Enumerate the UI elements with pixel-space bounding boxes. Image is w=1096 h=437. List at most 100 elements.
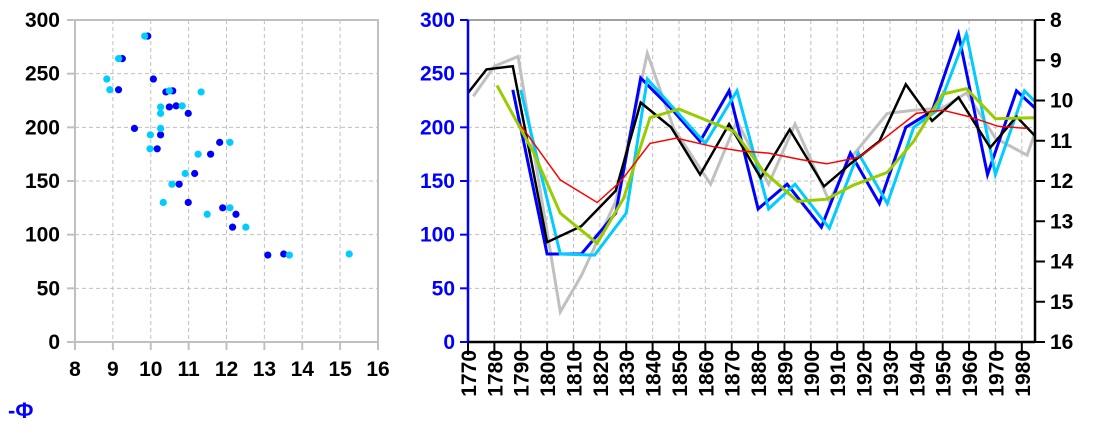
x-tick-label: 1920	[854, 350, 877, 397]
data-point	[106, 86, 114, 94]
y2-tick-label: 16	[1050, 331, 1073, 354]
x-tick-label: 1840	[643, 350, 666, 397]
y-tick-label: 250	[25, 63, 60, 86]
y2-tick-label: 9	[1050, 49, 1062, 72]
x-tick-label: 16	[366, 358, 389, 381]
y-tick-label: 50	[37, 277, 60, 300]
data-point	[206, 150, 215, 158]
data-point	[285, 251, 293, 259]
x-tick-label: 1850	[669, 350, 692, 397]
y2-tick-label: 8	[1050, 9, 1062, 32]
data-point	[103, 75, 111, 83]
x-tick-label: 9	[107, 358, 119, 381]
y2-tick-label: 15	[1050, 291, 1074, 314]
line-plot: 1770 1780 1790 1800 1810 1820 1830 1840 1850 1860…	[420, 9, 1074, 397]
x-tick-label: 10	[139, 358, 162, 381]
y-tick-label: 100	[420, 224, 455, 247]
x-tick-label: 8	[69, 358, 81, 381]
y-tick-label: 300	[420, 9, 455, 32]
data-point	[184, 109, 192, 117]
y-tick-label: 200	[25, 116, 60, 139]
series-line-green	[495, 84, 1036, 246]
y-tick-label: 300	[25, 9, 60, 32]
data-point	[165, 87, 173, 95]
data-point	[114, 86, 123, 94]
plot-frame	[74, 19, 379, 343]
data-point	[156, 124, 165, 133]
y-tick-label: 150	[25, 170, 60, 193]
data-point	[181, 169, 189, 178]
y2-tick-label: 14	[1050, 251, 1074, 274]
x-tick-label: 1890	[774, 350, 797, 397]
data-point	[165, 103, 173, 111]
x-tick-label: 11	[178, 358, 201, 381]
scatter-x-axis-label: -Φ	[8, 398, 33, 423]
data-point	[194, 150, 202, 158]
y-tick-label: 0	[48, 331, 60, 354]
data-point	[184, 198, 192, 207]
data-point	[197, 88, 205, 96]
data-point	[153, 145, 161, 153]
x-tick-label: 1820	[590, 350, 613, 397]
data-point	[159, 198, 167, 207]
data-point	[114, 55, 123, 63]
series-line-blue	[511, 28, 1037, 256]
x-tick-label: 15	[328, 358, 352, 381]
data-point	[219, 204, 227, 212]
x-tick-label: 1910	[827, 350, 850, 397]
data-point	[226, 138, 234, 146]
data-point	[156, 103, 165, 111]
x-tick-label: 1900	[801, 350, 824, 397]
x-tick-label: 1980	[1012, 350, 1035, 397]
data-point	[168, 180, 176, 188]
y-tick-label: 150	[420, 170, 455, 193]
data-point	[146, 131, 154, 139]
data-point	[216, 138, 224, 146]
y2-tick-label: 13	[1050, 210, 1073, 233]
data-point	[156, 131, 165, 139]
series-line-cyan	[519, 28, 1037, 257]
x-tick-label: 1930	[880, 350, 903, 397]
data-point	[156, 109, 165, 117]
data-point	[130, 124, 139, 133]
data-point	[345, 250, 353, 258]
data-point	[232, 210, 240, 218]
data-point	[264, 251, 272, 259]
x-tick-label: 1870	[722, 350, 745, 397]
x-tick-label: 1830	[616, 350, 639, 397]
data-point	[175, 180, 183, 188]
x-tick-label: 1940	[906, 350, 929, 397]
x-tick-label: 12	[215, 358, 238, 381]
x-tick-label: 1960	[959, 350, 982, 397]
data-point	[226, 204, 234, 212]
data-point	[141, 32, 149, 40]
y2-tick-label: 12	[1050, 170, 1073, 193]
y-tick-label: 200	[420, 116, 455, 139]
data-point	[280, 250, 288, 258]
x-tick-label: 1800	[537, 350, 560, 397]
x-tick-label: 1790	[511, 350, 534, 397]
y2-tick-label: 10	[1050, 90, 1073, 113]
x-tick-label: 13	[253, 358, 276, 381]
scatter-plot: 8 9 10 11 12 13 14 15 16 0 50 100 150 200 250 300	[25, 9, 390, 381]
x-tick-label: 1780	[484, 350, 507, 397]
data-point	[178, 102, 186, 110]
y-tick-label: 50	[432, 277, 455, 300]
series-line-red	[520, 109, 1028, 204]
y-tick-label: 100	[25, 224, 60, 247]
y2-tick-label: 11	[1050, 130, 1073, 153]
x-tick-label: 14	[291, 358, 315, 381]
x-tick-label: 1770	[458, 350, 481, 397]
x-tick-label: 1880	[748, 350, 771, 397]
series-line-black	[467, 64, 1036, 245]
data-point	[242, 223, 250, 231]
x-tick-label: 1860	[695, 350, 718, 397]
data-point	[149, 75, 158, 83]
y-tick-label: 0	[443, 331, 455, 354]
x-tick-label: 1810	[563, 350, 586, 397]
data-point	[228, 223, 237, 231]
data-point	[203, 210, 211, 218]
y-tick-label: 250	[420, 63, 455, 86]
data-point	[172, 102, 180, 110]
